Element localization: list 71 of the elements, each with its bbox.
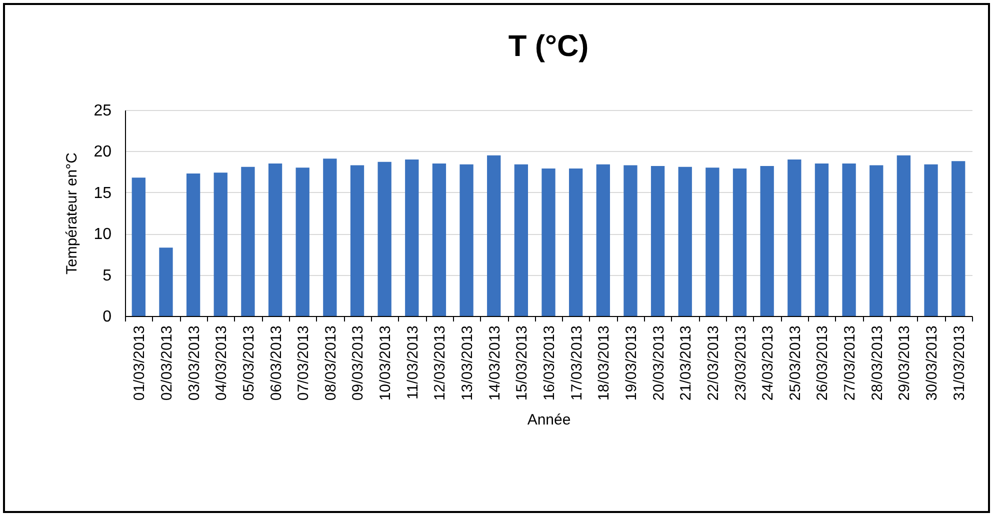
y-tick-label: 0: [102, 308, 112, 326]
bar: [350, 165, 364, 316]
bar: [323, 158, 337, 316]
x-tick-label: 08/03/2013: [322, 326, 340, 401]
bar: [487, 155, 501, 316]
x-tick-label: 18/03/2013: [596, 326, 613, 401]
x-tick-label: 25/03/2013: [786, 326, 804, 401]
x-tick-label: 09/03/2013: [350, 326, 367, 401]
bar: [678, 166, 692, 316]
bar: [924, 164, 938, 316]
y-tick-label: 5: [102, 267, 112, 284]
y-tick-label: 15: [94, 184, 112, 202]
bar: [760, 166, 774, 316]
bar: [732, 168, 747, 316]
x-tick-label: 27/03/2013: [842, 326, 859, 401]
x-tick-label: 11/03/2013: [404, 326, 422, 400]
x-tick-label: 31/03/2013: [950, 326, 968, 401]
x-tick-label: 21/03/2013: [678, 326, 695, 401]
bar: [706, 168, 720, 316]
bar: [268, 164, 282, 316]
x-tick-label: 14/03/2013: [486, 326, 504, 401]
x-tick-label: 15/03/2013: [514, 326, 531, 401]
bar: [159, 248, 173, 316]
x-axis-title: Année: [527, 412, 571, 429]
x-tick-label: 03/03/2013: [186, 326, 203, 401]
y-tick-label: 10: [94, 226, 112, 244]
bar: [432, 164, 446, 316]
bar: [214, 172, 228, 316]
x-tick-label: 24/03/2013: [760, 326, 777, 401]
bar: [896, 155, 911, 316]
bar: [624, 165, 638, 316]
bar: [186, 173, 200, 316]
bar: [870, 165, 884, 316]
x-tick-label: 20/03/2013: [650, 326, 668, 401]
bar: [650, 166, 665, 316]
x-tick-label: 23/03/2013: [732, 326, 750, 401]
x-tick-label: 29/03/2013: [896, 326, 914, 401]
x-tick-label: 05/03/2013: [240, 326, 258, 401]
x-tick-label: 22/03/2013: [704, 326, 722, 401]
bar: [596, 164, 610, 316]
x-tick-label: 12/03/2013: [432, 326, 449, 401]
x-tick-label: 17/03/2013: [568, 326, 586, 401]
x-tick-label: 28/03/2013: [868, 326, 886, 401]
bar: [788, 159, 802, 316]
bar: [514, 164, 528, 316]
bar: [814, 164, 829, 316]
x-tick-label: 16/03/2013: [541, 326, 558, 401]
x-tick-label: 04/03/2013: [213, 326, 230, 401]
x-tick-label: 26/03/2013: [814, 326, 832, 401]
bar: [378, 162, 392, 316]
x-tick-label: 01/03/2013: [131, 326, 148, 401]
bar: [296, 168, 310, 316]
x-tick-label: 02/03/2013: [158, 326, 176, 401]
x-tick-label: 19/03/2013: [622, 326, 640, 401]
x-tick-label: 13/03/2013: [459, 326, 476, 401]
bar: [542, 168, 556, 316]
y-tick-label: 20: [94, 144, 112, 161]
x-tick-label: 07/03/2013: [295, 326, 312, 401]
y-tick-label: 25: [94, 102, 112, 120]
bar: [952, 161, 966, 316]
bar: [842, 164, 856, 316]
x-tick-label: 30/03/2013: [924, 326, 941, 401]
x-tick-label: 06/03/2013: [268, 326, 285, 401]
y-axis-title: Températeur en°C: [64, 152, 81, 274]
bar: [241, 166, 255, 316]
bar: [405, 159, 419, 316]
bar: [132, 178, 146, 316]
bar: [568, 168, 583, 316]
chart-title: T (°C): [508, 30, 589, 63]
bar: [460, 164, 474, 316]
x-tick-label: 10/03/2013: [377, 326, 394, 401]
